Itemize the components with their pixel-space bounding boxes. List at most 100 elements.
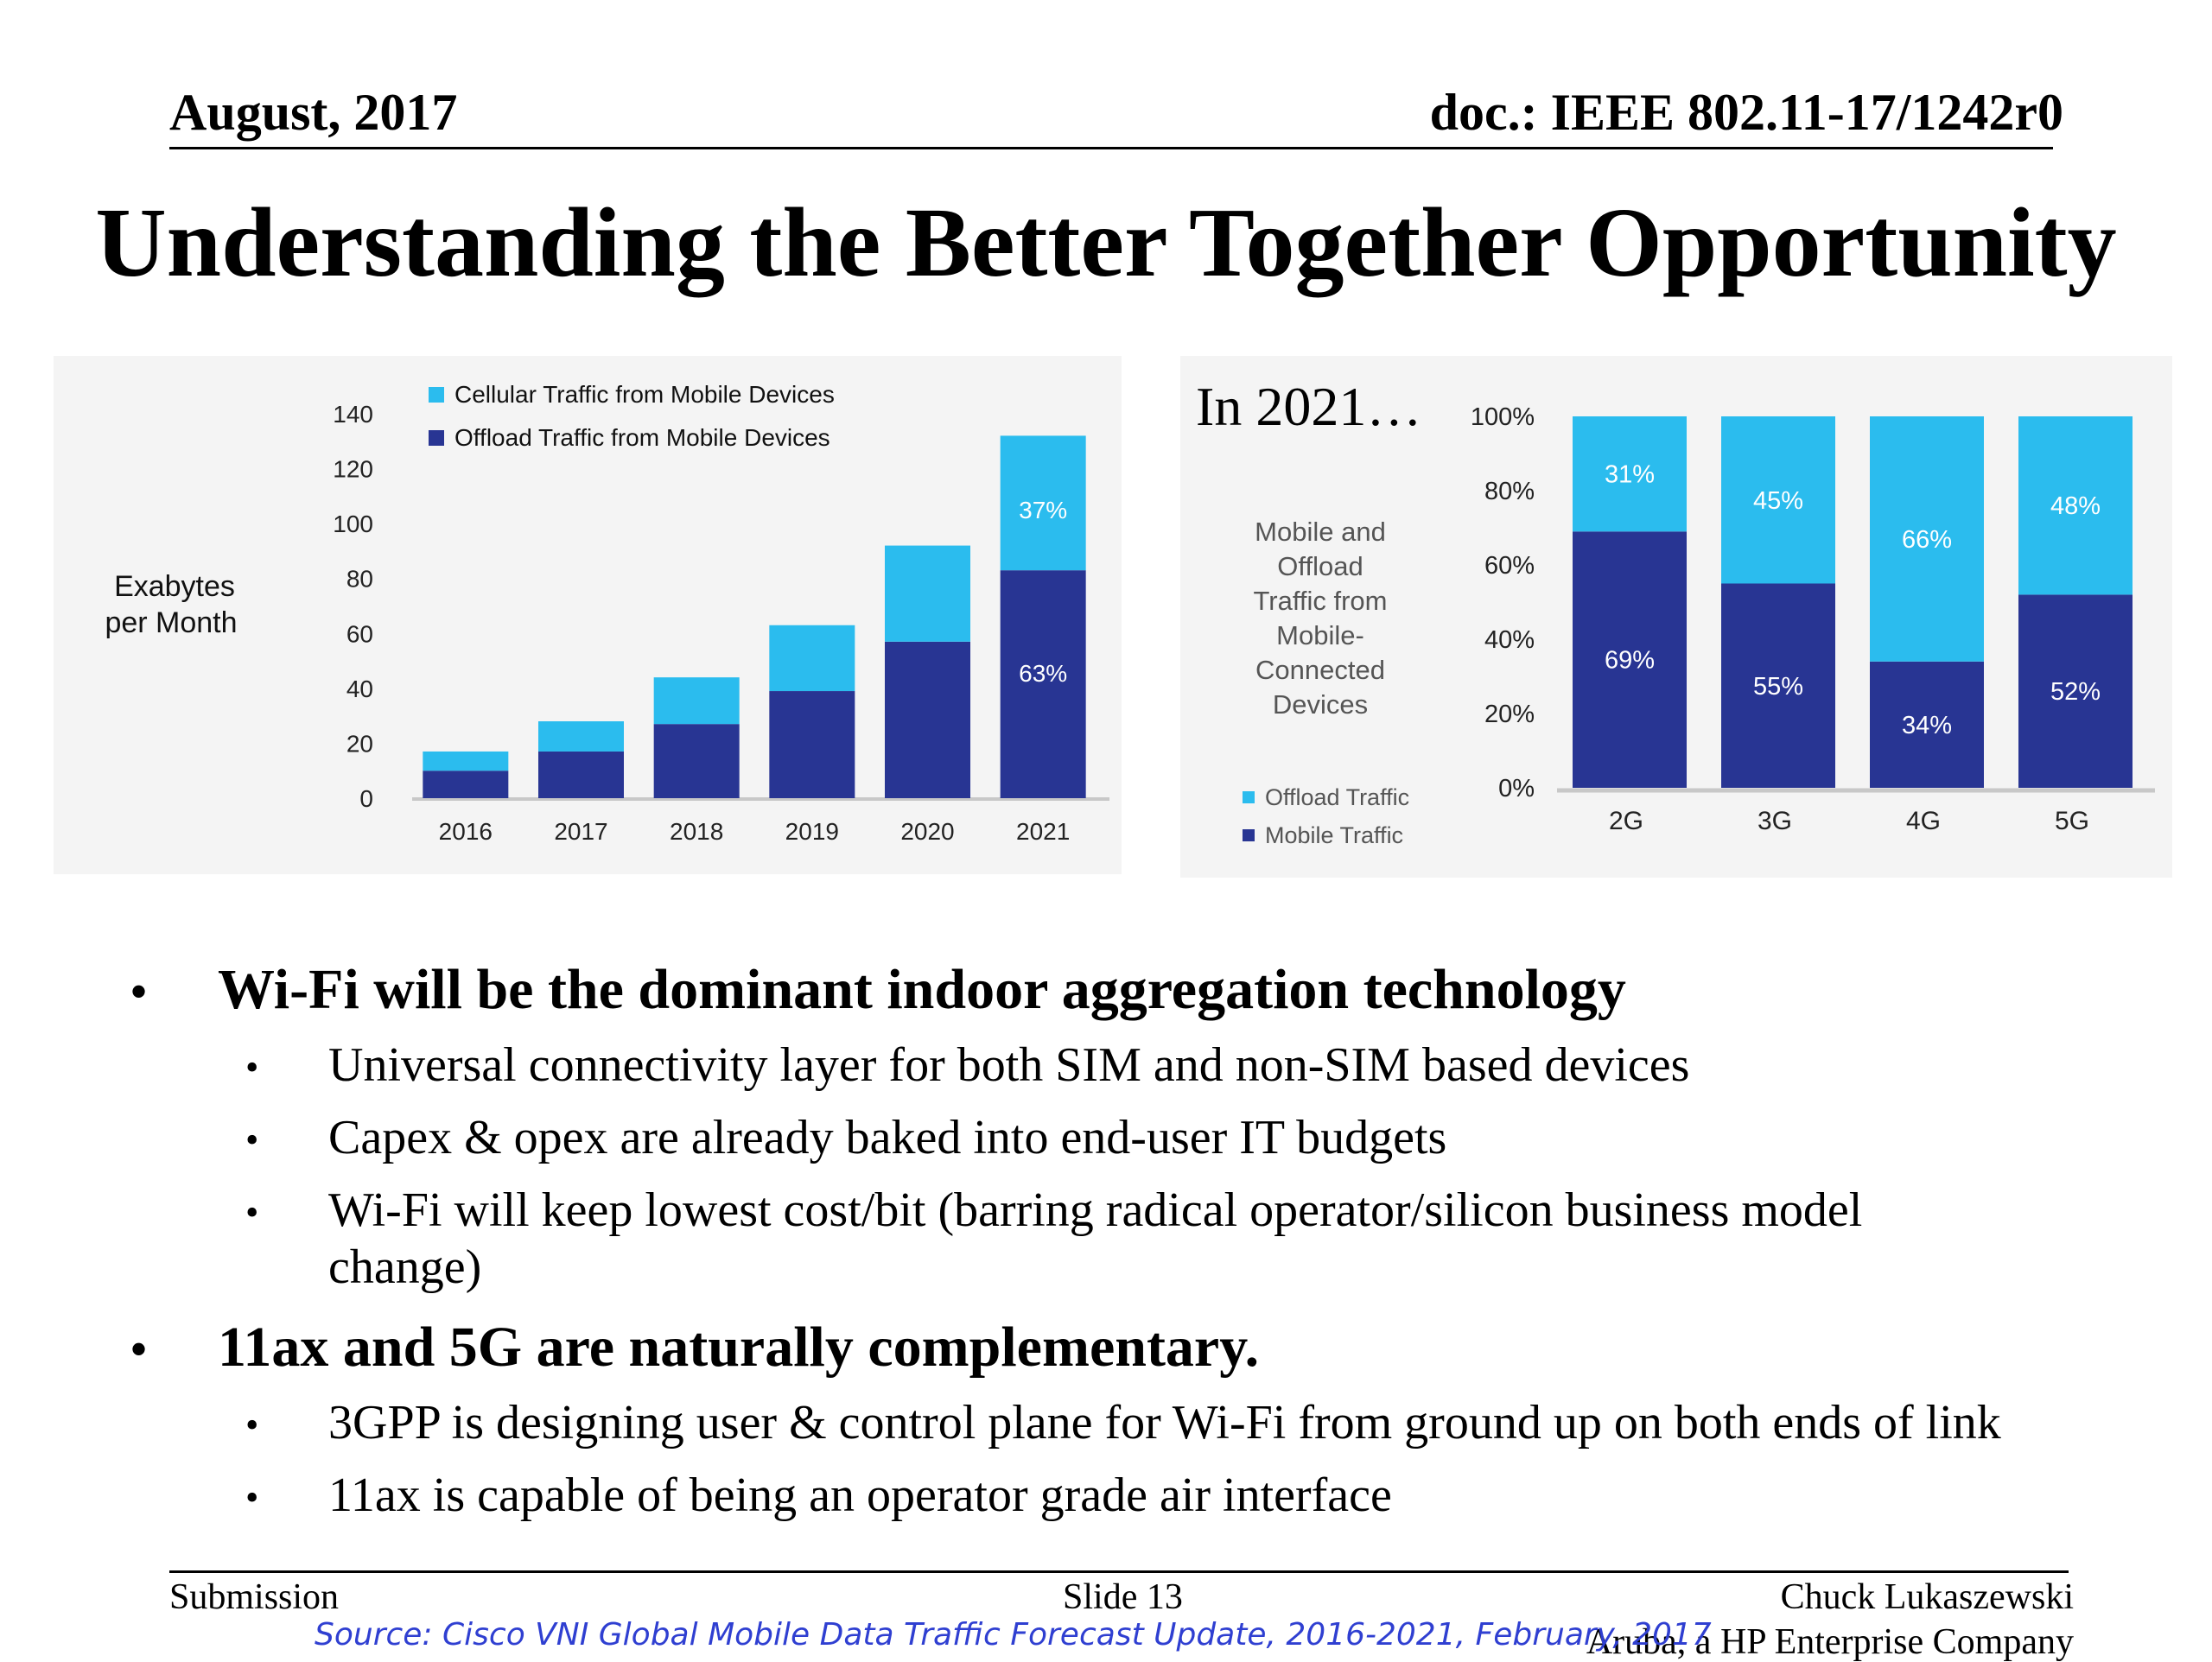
- sub-bullet-3gpp: 3GPP is designing user & control plane f…: [328, 1396, 2001, 1449]
- legend-label: Mobile Traffic: [1265, 822, 1403, 848]
- data-label: 34%: [1902, 712, 1952, 739]
- data-label: 31%: [1605, 461, 1655, 489]
- y-axis-label-line1: Exabytes: [114, 570, 235, 603]
- x-tick-label: 2G: [1609, 807, 1643, 835]
- bar-offload-2016: [423, 771, 509, 798]
- bar-cellular-2020: [885, 545, 970, 642]
- bar-offload-4G: [1870, 416, 1984, 662]
- header-doc-id: doc.: IEEE 802.11-17/1242r0: [1429, 84, 2063, 141]
- data-label: 69%: [1605, 647, 1655, 675]
- y-axis-label-line: Mobile-: [1276, 620, 1364, 650]
- y-tick-label: 80: [346, 566, 373, 593]
- legend-swatch: [429, 430, 444, 446]
- footer-rule: [169, 1570, 2069, 1573]
- bullet-marker: •: [130, 1321, 149, 1378]
- y-tick-label: 20: [346, 730, 373, 757]
- y-axis-label-line: Devices: [1273, 689, 1368, 720]
- bullet-heading-wifi: Wi-Fi will be the dominant indoor aggreg…: [218, 958, 1626, 1021]
- footer-company: Aruba, a HP Enterprise Company: [1586, 1622, 2074, 1662]
- footer-submission: Submission: [169, 1577, 340, 1617]
- sub-bullet-universal: Universal connectivity layer for both SI…: [328, 1038, 1690, 1092]
- x-tick-label: 5G: [2055, 807, 2089, 835]
- bar-cellular-2016: [423, 751, 509, 771]
- header-date: August, 2017: [169, 84, 458, 141]
- bar-offload-2021: [1000, 570, 1086, 798]
- bar-offload-3G: [1721, 416, 1835, 584]
- y-tick-label: 140: [333, 401, 373, 428]
- y-tick-label: 40%: [1484, 626, 1535, 654]
- y-axis-label-line: Offload: [1277, 551, 1363, 581]
- bar-offload-2020: [885, 641, 970, 798]
- bar-cellular-2018: [653, 677, 740, 725]
- sub-bullet-capex: Capex & opex are already baked into end-…: [328, 1111, 1447, 1164]
- y-tick-label: 100: [333, 511, 373, 537]
- page-title: Understanding the Better Together Opport…: [95, 187, 2117, 297]
- footer-slide-number: Slide 13: [1063, 1577, 1183, 1617]
- bar-mobile-4G: [1870, 661, 1984, 788]
- y-tick-label: 120: [333, 456, 373, 483]
- y-tick-label: 100%: [1471, 403, 1535, 431]
- traffic-share-chart: 0% 20% 40% 60% 80% 100% Mobile and Offload Traff…: [1180, 356, 2172, 878]
- bullet-heading-11ax-5g: 11ax and 5G are naturally complementary.: [218, 1316, 1260, 1379]
- legend-swatch: [429, 387, 444, 403]
- bar-cellular-2019: [769, 625, 855, 692]
- x-tick-label: 2017: [554, 818, 607, 845]
- x-tick-label: 2019: [785, 818, 839, 845]
- y-axis-label-line: Traffic from: [1253, 586, 1387, 616]
- footer-source-citation: Source: Cisco VNI Global Mobile Data Tra…: [315, 1617, 1712, 1652]
- sub-bullet-11ax-operator: 11ax is capable of being an operator gra…: [328, 1469, 1392, 1522]
- bar-mobile-5G: [2018, 594, 2133, 788]
- sub-bullet-marker: •: [245, 1476, 259, 1519]
- y-tick-label: 0%: [1498, 775, 1535, 802]
- x-tick-label: 2018: [670, 818, 723, 845]
- sub-bullet-cost-line1: Wi-Fi will keep lowest cost/bit (barring…: [328, 1183, 1863, 1237]
- y-axis-label-line: Mobile and: [1255, 517, 1386, 547]
- bar-offload-2018: [653, 724, 740, 798]
- x-tick-label: 2021: [1016, 818, 1070, 845]
- legend-swatch: [1243, 829, 1255, 841]
- chart-heading-in-2021: In 2021…: [1196, 376, 1422, 437]
- data-label: 63%: [1019, 660, 1067, 687]
- x-tick-label: 4G: [1906, 807, 1941, 835]
- bar-offload-2G: [1573, 416, 1687, 532]
- x-tick-label: 2016: [439, 818, 493, 845]
- x-tick-label: 3G: [1758, 807, 1792, 835]
- y-tick-label: 80%: [1484, 478, 1535, 505]
- sub-bullet-marker: •: [245, 1119, 259, 1161]
- bar-cellular-2021: [1000, 435, 1086, 571]
- bar-offload-5G: [2018, 416, 2133, 595]
- traffic-growth-chart: 0 20 40 60 80 100 120 140 Exabytes per Month 2016 2…: [54, 356, 1122, 874]
- traffic-share-chart-svg: 0% 20% 40% 60% 80% 100% Mobile and Offload Traff…: [1243, 403, 2155, 848]
- data-label: 48%: [2050, 492, 2101, 520]
- x-tick-label: 2020: [900, 818, 954, 845]
- sub-bullet-marker: •: [245, 1046, 259, 1088]
- y-tick-label: 60%: [1484, 552, 1535, 580]
- data-label: 66%: [1902, 526, 1952, 554]
- bar-offload-2017: [538, 751, 624, 798]
- legend-label: Cellular Traffic from Mobile Devices: [454, 381, 835, 408]
- header-rule: [169, 147, 2053, 149]
- bar-cellular-2017: [538, 721, 624, 752]
- bar-mobile-2G: [1573, 531, 1687, 788]
- y-tick-label: 0: [359, 785, 373, 812]
- legend-label: Offload Traffic from Mobile Devices: [454, 424, 830, 451]
- data-label: 55%: [1753, 673, 1803, 701]
- sub-bullet-cost-line2: change): [328, 1240, 482, 1294]
- sub-bullet-marker: •: [245, 1191, 259, 1234]
- footer-author: Chuck Lukaszewski: [1780, 1577, 2074, 1617]
- y-tick-label: 60: [346, 620, 373, 647]
- bullet-marker: •: [130, 963, 149, 1020]
- y-axis-label-line: Connected: [1255, 655, 1385, 685]
- legend-swatch: [1243, 791, 1255, 803]
- sub-bullet-marker: •: [245, 1404, 259, 1446]
- data-label: 52%: [2050, 678, 2101, 706]
- y-tick-label: 20%: [1484, 701, 1535, 728]
- bar-mobile-3G: [1721, 583, 1835, 788]
- y-axis-label-line2: per Month: [105, 606, 237, 639]
- legend-label: Offload Traffic: [1265, 784, 1409, 810]
- bar-offload-2019: [769, 691, 855, 798]
- y-tick-label: 40: [346, 676, 373, 702]
- data-label: 37%: [1019, 497, 1067, 523]
- data-label: 45%: [1753, 487, 1803, 515]
